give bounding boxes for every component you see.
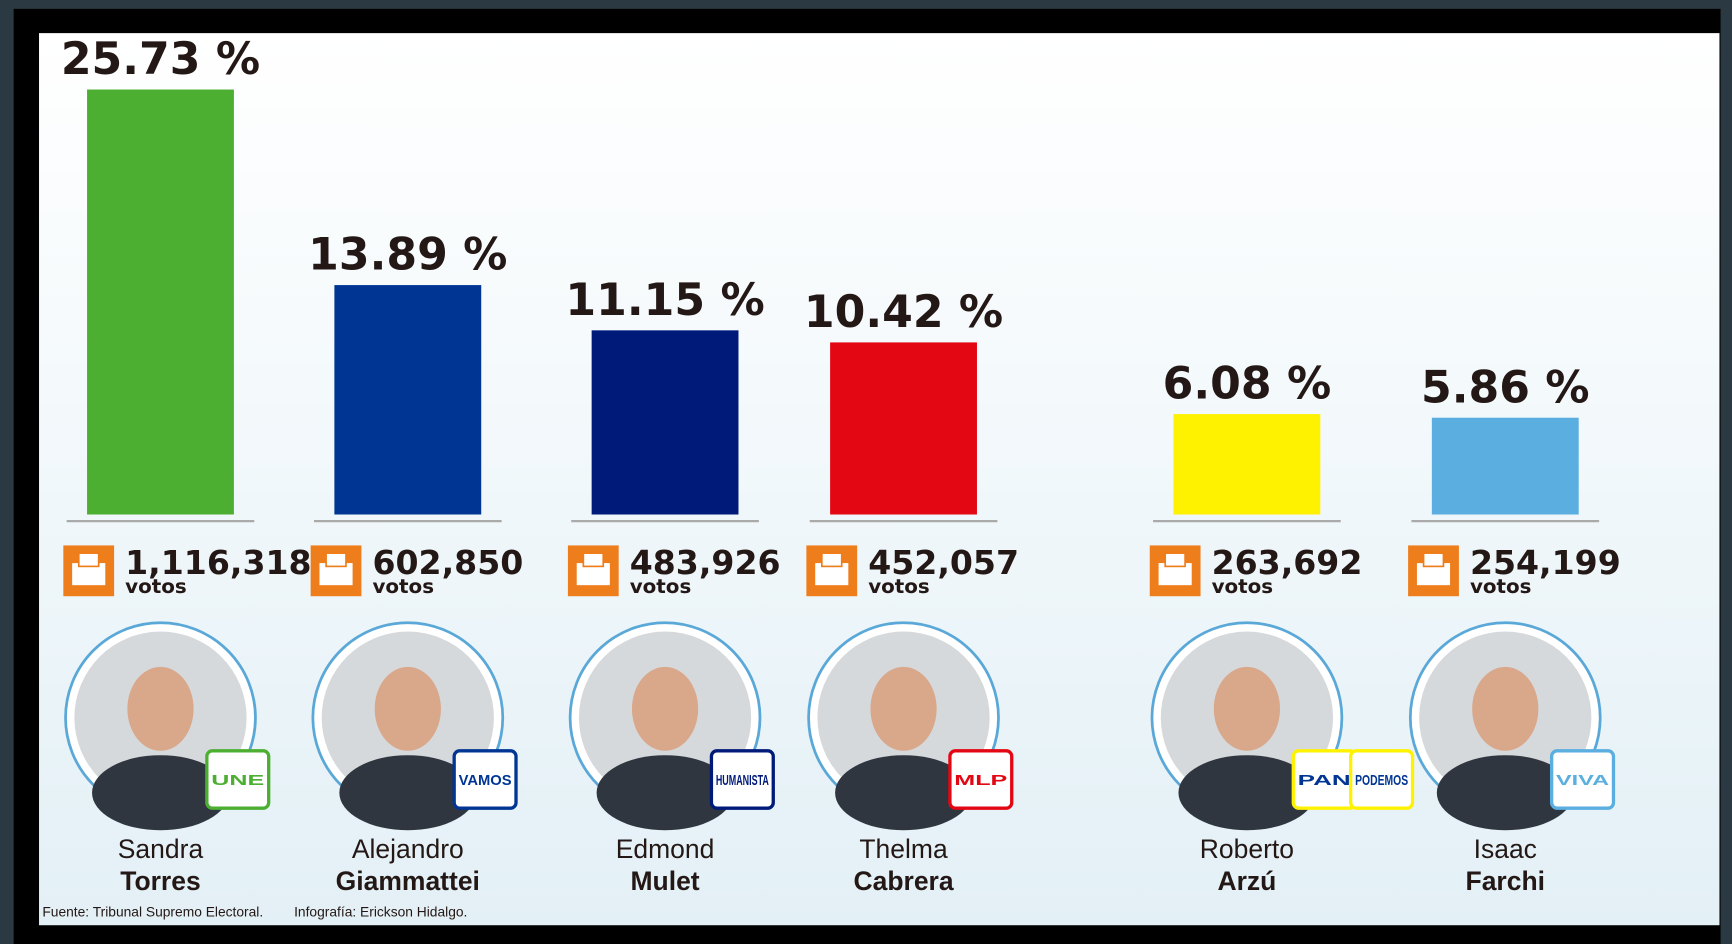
- first-name: Alejandro: [352, 834, 464, 864]
- party-logo: [1549, 749, 1616, 810]
- first-name: Isaac: [1474, 834, 1537, 864]
- bar: [591, 330, 739, 515]
- ballot-paper: [325, 552, 347, 568]
- last-name: Cabrera: [853, 866, 953, 896]
- ballot-box: [1158, 563, 1192, 586]
- photo-body: [835, 755, 972, 831]
- value-label: 25.73 %: [61, 34, 260, 85]
- ballot-box: [319, 563, 353, 586]
- ballot-paper: [582, 552, 605, 568]
- ballot-box: [1416, 563, 1451, 586]
- photo-body: [596, 755, 734, 831]
- value-label: 5.86 %: [1421, 362, 1590, 413]
- ballot-box: [72, 563, 106, 586]
- votes: 254,199: [1470, 543, 1621, 582]
- bar: [1431, 417, 1579, 515]
- party-logo: [452, 749, 518, 810]
- votes-unit: votos: [630, 575, 692, 598]
- last-name: Farchi: [1466, 866, 1545, 896]
- bar: [830, 342, 977, 515]
- last-name: Arzú: [1217, 866, 1276, 896]
- first-name: Sandra: [118, 834, 204, 864]
- photo-head: [1472, 666, 1539, 751]
- bar: [1173, 414, 1321, 515]
- votes: 1,116,318: [125, 543, 311, 582]
- votes-unit: votos: [1470, 575, 1532, 598]
- votes-unit: votos: [125, 575, 187, 598]
- ballot-paper: [1422, 552, 1445, 568]
- value-label: 6.08 %: [1163, 359, 1332, 410]
- votes-unit: votos: [372, 575, 434, 598]
- ballot-paper: [1164, 552, 1186, 568]
- party-name: PAN: [1298, 773, 1351, 789]
- value-label: 10.42 %: [804, 287, 1003, 338]
- party-name: UNE: [211, 773, 264, 789]
- party-logo: [709, 749, 775, 810]
- party-logo: [948, 749, 1014, 810]
- bar: [334, 285, 482, 515]
- votes-unit: votos: [868, 575, 930, 598]
- photo-body: [1178, 755, 1316, 831]
- value-label: 11.15 %: [565, 275, 764, 326]
- votes: 452,057: [868, 543, 1019, 582]
- last-name: Torres: [120, 866, 200, 896]
- photo-body: [339, 755, 477, 831]
- first-name: Thelma: [859, 834, 948, 864]
- votes: 602,850: [372, 543, 523, 582]
- ballot-box: [815, 563, 849, 586]
- photo-body: [1436, 755, 1574, 831]
- photo-head: [1213, 666, 1281, 751]
- party-name: MLP: [954, 773, 1008, 789]
- votes-unit: votos: [1212, 575, 1274, 598]
- bar: [87, 89, 234, 515]
- votes: 263,692: [1212, 543, 1363, 582]
- photo-head: [631, 666, 699, 751]
- first-name: Edmond: [616, 834, 715, 864]
- photo-body: [92, 755, 229, 831]
- photo-head: [127, 666, 194, 751]
- source: Fuente: Tribunal Supremo Electoral.: [42, 904, 263, 919]
- value-label: 13.89 %: [308, 230, 507, 281]
- first-name: Roberto: [1200, 834, 1294, 864]
- votes: 483,926: [630, 543, 781, 582]
- party-name: VAMOS: [459, 773, 512, 789]
- ballot-box: [576, 563, 610, 586]
- last-name: Giammattei: [336, 866, 480, 896]
- ballot-paper: [77, 552, 100, 568]
- party-name: PODEMOS: [1355, 773, 1408, 789]
- party-name: VIVA: [1556, 773, 1609, 789]
- credit: Infografía: Erickson Hidalgo.: [294, 904, 467, 919]
- party-name: HUMANISTA: [716, 773, 769, 789]
- party-logo: [205, 749, 271, 810]
- party-logo: [1349, 749, 1415, 810]
- photo-head: [374, 666, 441, 751]
- last-name: Mulet: [630, 866, 699, 896]
- photo-head: [870, 666, 937, 751]
- ballot-paper: [821, 552, 843, 568]
